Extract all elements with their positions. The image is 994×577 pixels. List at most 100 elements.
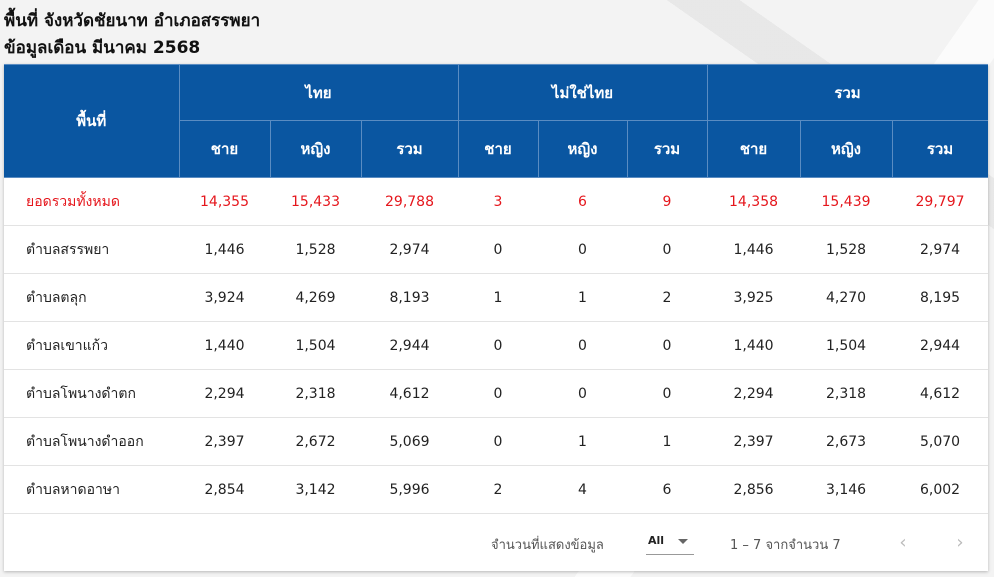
cell-nonthai-male: 1 [458, 273, 538, 322]
cell-nonthai-male: 0 [458, 225, 538, 274]
cell-all-male: 3,925 [707, 273, 801, 322]
cell-thai-total: 5,069 [361, 417, 458, 466]
pagination-range: 1 – 7 จากจำนวน 7 [730, 538, 841, 553]
cell-thai-male: 2,294 [179, 369, 270, 418]
cell-nonthai-female: 1 [538, 417, 627, 466]
cell-nonthai-total: 0 [627, 369, 708, 418]
cell-thai-female: 2,318 [270, 369, 361, 418]
cell-thai-female: 1,528 [270, 225, 361, 274]
cell-area: ตำบลตลุก [4, 273, 179, 322]
cell-thai-female: 15,433 [270, 177, 361, 226]
header-all-female[interactable]: หญิง [799, 120, 893, 178]
cell-area: ยอดรวมทั้งหมด [4, 177, 179, 226]
cell-thai-male: 2,397 [179, 417, 270, 466]
prev-page-button[interactable]: ‹ [891, 530, 915, 554]
cell-nonthai-female: 0 [538, 369, 627, 418]
header-thai-male[interactable]: ชาย [178, 120, 271, 178]
rows-per-page-select[interactable]: All [646, 527, 694, 555]
cell-thai-total: 5,996 [361, 465, 458, 514]
cell-thai-female: 1,504 [270, 321, 361, 370]
page-title: พื้นที่ จังหวัดชัยนาท อำเภอสรรพยา ข้อมูล… [4, 8, 260, 62]
cell-nonthai-total: 0 [627, 225, 708, 274]
cell-nonthai-male: 0 [458, 369, 538, 418]
cell-all-female: 1,504 [800, 321, 893, 370]
cell-nonthai-male: 0 [458, 417, 538, 466]
cell-all-female: 15,439 [800, 177, 893, 226]
cell-thai-male: 14,355 [179, 177, 270, 226]
cell-nonthai-female: 4 [538, 465, 627, 514]
dropdown-arrow-icon [678, 539, 688, 544]
header-nonthai-total[interactable]: รวม [626, 120, 708, 178]
cell-all-male: 2,856 [707, 465, 801, 514]
cell-nonthai-total: 9 [627, 177, 708, 226]
chevron-left-icon: ‹ [899, 531, 907, 553]
cell-thai-male: 3,924 [179, 273, 270, 322]
cell-all-total: 4,612 [892, 369, 988, 418]
cell-all-female: 2,318 [800, 369, 893, 418]
cell-all-male: 1,446 [707, 225, 801, 274]
cell-all-female: 4,270 [800, 273, 893, 322]
cell-thai-male: 1,440 [179, 321, 270, 370]
cell-thai-female: 4,269 [270, 273, 361, 322]
header-nonthai-male[interactable]: ชาย [457, 120, 539, 178]
cell-area: ตำบลสรรพยา [4, 225, 179, 274]
cell-nonthai-total: 2 [627, 273, 708, 322]
cell-area: ตำบลโพนางดำออก [4, 417, 179, 466]
table-row: ตำบลหาดอาษา 2,854 3,142 5,996 2 4 6 2,856 3,146 6… [4, 465, 988, 514]
title-area: พื้นที่ จังหวัดชัยนาท อำเภอสรรพยา [4, 11, 261, 31]
header-group-non-thai: ไม่ใช่ไทย [457, 64, 708, 121]
cell-thai-total: 2,974 [361, 225, 458, 274]
cell-nonthai-female: 0 [538, 321, 627, 370]
table-row: ตำบลโพนางดำตก 2,294 2,318 4,612 0 0 0 2,294 2,31… [4, 369, 988, 418]
cell-all-total: 29,797 [892, 177, 988, 226]
cell-all-male: 2,397 [707, 417, 801, 466]
cell-thai-male: 2,854 [179, 465, 270, 514]
table-row: ตำบลตลุก 3,924 4,269 8,193 1 1 2 3,925 4,270 8,19… [4, 273, 988, 322]
rows-per-page-value: All [648, 534, 665, 547]
cell-thai-total: 2,944 [361, 321, 458, 370]
cell-nonthai-male: 3 [458, 177, 538, 226]
cell-nonthai-total: 6 [627, 465, 708, 514]
cell-all-total: 2,974 [892, 225, 988, 274]
cell-all-female: 2,673 [800, 417, 893, 466]
cell-nonthai-female: 1 [538, 273, 627, 322]
cell-thai-male: 1,446 [179, 225, 270, 274]
cell-all-female: 1,528 [800, 225, 893, 274]
cell-all-female: 3,146 [800, 465, 893, 514]
header-group-thai: ไทย [178, 64, 459, 121]
table-body: ยอดรวมทั้งหมด 14,355 15,433 29,788 3 6 9 14,358… [4, 177, 988, 514]
table-row: ตำบลสรรพยา 1,446 1,528 2,974 0 0 0 1,446 1,528 2,… [4, 225, 988, 274]
cell-nonthai-female: 6 [538, 177, 627, 226]
cell-area: ตำบลหาดอาษา [4, 465, 179, 514]
header-thai-female[interactable]: หญิง [269, 120, 362, 178]
chevron-right-icon: › [956, 531, 964, 553]
cell-nonthai-female: 0 [538, 225, 627, 274]
cell-nonthai-male: 0 [458, 321, 538, 370]
cell-area: ตำบลเขาแก้ว [4, 321, 179, 370]
cell-thai-total: 29,788 [361, 177, 458, 226]
cell-all-total: 6,002 [892, 465, 988, 514]
population-table: พื้นที่ ไทย ไม่ใช่ไทย รวม ชาย หญิง รวม ช… [4, 64, 988, 514]
cell-all-male: 14,358 [707, 177, 801, 226]
cell-all-total: 8,195 [892, 273, 988, 322]
header-thai-total[interactable]: รวม [360, 120, 459, 178]
header-area[interactable]: พื้นที่ [4, 64, 180, 178]
header-group-total: รวม [706, 64, 988, 121]
cell-thai-female: 2,672 [270, 417, 361, 466]
cell-area: ตำบลโพนางดำตก [4, 369, 179, 418]
table-row: ตำบลเขาแก้ว 1,440 1,504 2,944 0 0 0 1,440 1,504 2… [4, 321, 988, 370]
cell-all-total: 2,944 [892, 321, 988, 370]
cell-nonthai-total: 1 [627, 417, 708, 466]
rows-per-page-label: จำนวนที่แสดงข้อมูล [491, 538, 604, 553]
cell-all-total: 5,070 [892, 417, 988, 466]
next-page-button[interactable]: › [948, 530, 972, 554]
header-all-male[interactable]: ชาย [706, 120, 801, 178]
header-nonthai-female[interactable]: หญิง [537, 120, 628, 178]
data-table-card: พื้นที่ ไทย ไม่ใช่ไทย รวม ชาย หญิง รวม ช… [4, 64, 988, 571]
cell-thai-total: 8,193 [361, 273, 458, 322]
cell-nonthai-male: 2 [458, 465, 538, 514]
table-row: ตำบลโพนางดำออก 2,397 2,672 5,069 0 1 1 2,397 2,6… [4, 417, 988, 466]
cell-thai-total: 4,612 [361, 369, 458, 418]
table-row-total: ยอดรวมทั้งหมด 14,355 15,433 29,788 3 6 9 14,358… [4, 177, 988, 226]
header-all-total[interactable]: รวม [891, 120, 988, 178]
